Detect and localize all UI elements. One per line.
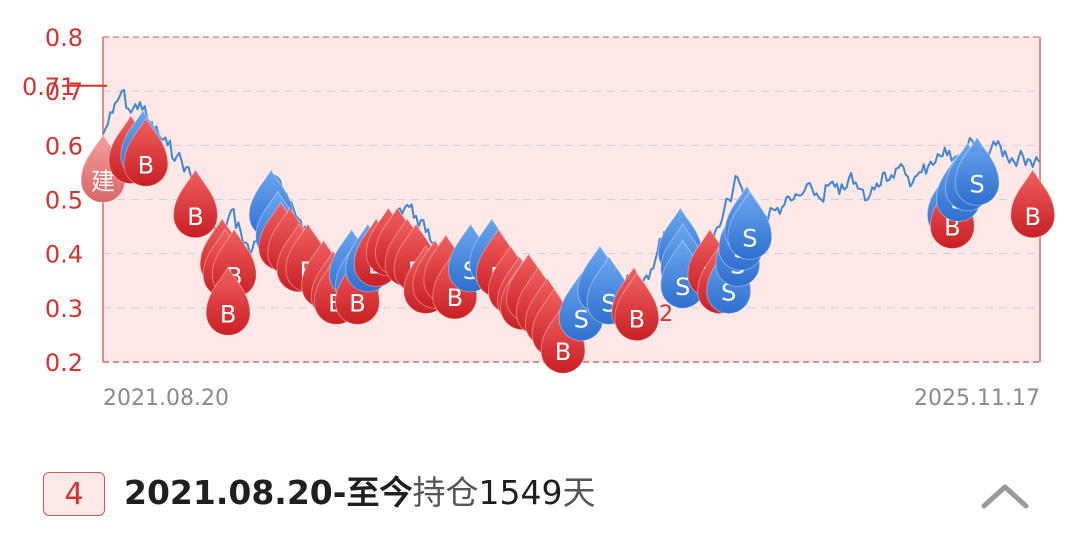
marker-drop: [1010, 168, 1056, 239]
y-tick-label: 0.2: [45, 349, 83, 377]
marker-label: B: [349, 289, 365, 317]
trade-marker: B: [123, 117, 169, 187]
trade-marker: B: [172, 168, 219, 239]
rank-badge: 4: [43, 472, 105, 516]
y-tick-label: 0.6: [45, 132, 83, 160]
marker-label: S: [742, 224, 757, 252]
marker-drop: [614, 271, 660, 342]
marker-label: B: [1024, 203, 1040, 231]
holding-days-unit: 天: [562, 473, 596, 512]
marker-drop: [727, 190, 773, 260]
trade-marker: B: [614, 271, 660, 342]
holding-chart: 0.8 0.7 0.6 0.5 0.4 0.3 0.2 2021.08.20 2025.11.1…: [22, 24, 1056, 411]
trade-marker: S: [954, 136, 1000, 206]
holding-days: 1549: [478, 473, 563, 512]
holding-summary: 4 2021.08.20-至今持仓1549天: [0, 450, 1080, 533]
x-end-label: 2025.11.17: [914, 386, 1040, 411]
marker-label: S: [969, 170, 984, 198]
y-tick-label: 0.4: [45, 241, 83, 269]
y-tick-label: 0.7: [45, 78, 83, 106]
y-tick-label: 0.5: [45, 187, 83, 215]
marker-label: S: [675, 273, 690, 301]
marker-label: B: [220, 300, 236, 328]
marker-label: B: [555, 338, 571, 366]
marker-label: B: [138, 151, 154, 179]
reference-line-label: 0.71: [22, 73, 75, 101]
holding-label: 持仓: [412, 473, 479, 512]
marker-label: 建: [91, 168, 115, 196]
y-tick-label: 0.8: [45, 24, 83, 52]
trade-marker: B: [1010, 168, 1056, 239]
marker-drop: [954, 136, 1000, 206]
chevron-up-icon: [981, 484, 1029, 509]
marker-drop: [123, 117, 169, 187]
y-tick-label: 0.3: [45, 295, 83, 323]
trade-marker: S: [727, 190, 773, 260]
marker-label: B: [447, 284, 463, 312]
marker-label: S: [574, 306, 589, 334]
marker-label: B: [629, 306, 645, 334]
x-start-label: 2021.08.20: [103, 386, 229, 411]
marker-drop: [205, 266, 251, 336]
collapse-button[interactable]: [978, 478, 1032, 512]
holding-duration: 2021.08.20-至今持仓1549天: [124, 470, 595, 516]
holding-date-range: 2021.08.20-至今: [124, 473, 413, 512]
marker-drop: [172, 168, 219, 239]
marker-label: B: [187, 203, 203, 231]
trade-marker: B: [205, 266, 251, 336]
